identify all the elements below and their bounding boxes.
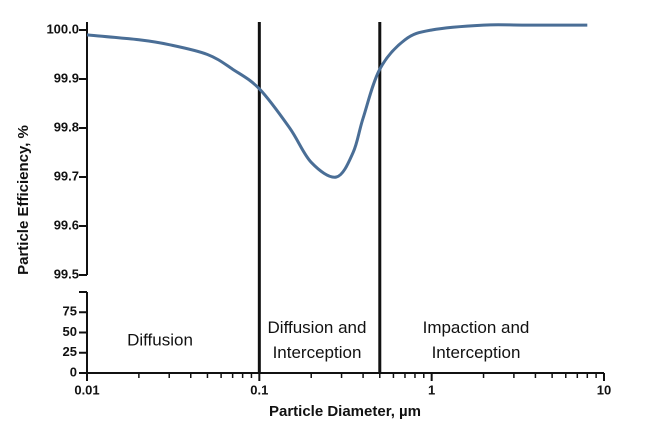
y-axis-title: Particle Efficiency, % — [15, 125, 32, 275]
region-label: Diffusion and — [268, 318, 367, 337]
x-axis-title: Particle Diameter, µm — [269, 403, 421, 420]
y-tick-label: 50 — [63, 324, 77, 339]
y-tick-label: 99.8 — [54, 119, 79, 134]
y-tick-label: 99.9 — [54, 70, 79, 85]
y-tick-label: 99.5 — [54, 266, 79, 281]
y-tick-label: 75 — [63, 304, 77, 319]
y-tick-label: 99.6 — [54, 217, 79, 232]
x-tick-label: 1 — [428, 382, 435, 397]
x-tick-label: 10 — [597, 382, 611, 397]
region-label: Interception — [273, 343, 362, 362]
x-tick-label: 0.01 — [74, 382, 99, 397]
y-tick-label: 25 — [63, 344, 77, 359]
region-label: Interception — [432, 343, 521, 362]
y-tick-label: 100.0 — [46, 21, 79, 36]
x-tick-label: 0.1 — [250, 382, 268, 397]
y-tick-label: 0 — [70, 364, 77, 379]
y-tick-label: 99.7 — [54, 168, 79, 183]
region-label: Diffusion — [127, 330, 193, 349]
efficiency-line — [86, 23, 588, 179]
region-label: Impaction and — [423, 318, 530, 337]
